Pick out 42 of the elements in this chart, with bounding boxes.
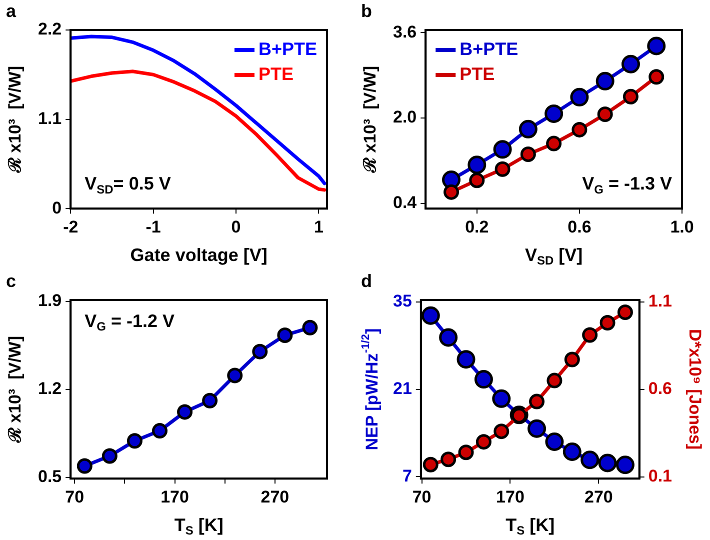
y-tick-label: 0.4 [392,192,418,212]
y-tick-label: 1.2 [38,378,62,398]
x-tick-label: 0.2 [465,217,489,236]
legend-label: B+PTE [460,38,518,59]
y-tick-label: 0 [52,198,62,218]
x-tick-label: 70 [65,487,84,506]
x-tick-label: 170 [496,487,524,506]
x-tick-label: 0.6 [568,217,592,236]
x-tick-label: 270 [584,487,613,506]
chart-title: c [6,270,16,291]
y2-tick-label: 0.6 [648,378,672,398]
x-tick-label: 170 [160,487,189,506]
y-tick-label: 3.6 [392,22,417,42]
y2-tick-label: 1.1 [648,291,672,310]
y-tick-label: 0.5 [38,467,62,486]
y-axis-title: ℛ x10³ [V/W] [360,66,380,174]
x-tick-label: 1.0 [670,217,694,236]
y-tick-label: 21 [392,378,412,398]
y2-tick-label: 0.1 [648,466,672,486]
y-tick-label: 2.0 [392,108,417,127]
y-axis-title: ℛ x10³ [V/W] [6,66,25,174]
x-tick-label: 270 [260,487,290,506]
x-tick-label: 1 [314,217,324,236]
x-tick-label: -2 [63,217,78,236]
y-tick-label: 7 [402,466,412,486]
x-tick-label: 70 [412,487,432,506]
y-axis-title: NEP [pW/Hz-1/2] [360,328,382,450]
x-axis-title: Gate voltage [V] [130,244,268,265]
y-tick-label: 35 [392,292,412,311]
y-tick-label: 1.1 [38,108,62,128]
legend-label: PTE [460,64,495,84]
chart-title: a [6,0,17,21]
x-tick-label: 0 [231,217,241,236]
y-tick-label: 2.2 [38,20,62,39]
y2-axis-title: D*x10⁹ [Jones] [685,329,704,450]
y-axis-title: ℛ x10³ [V/W] [6,336,25,444]
chart-title: d [361,270,372,291]
legend-label: B+PTE [258,38,318,59]
legend-label: PTE [258,64,294,84]
x-tick-label: -1 [146,217,161,236]
chart-title: b [361,0,372,21]
y-tick-label: 1.9 [38,290,62,310]
